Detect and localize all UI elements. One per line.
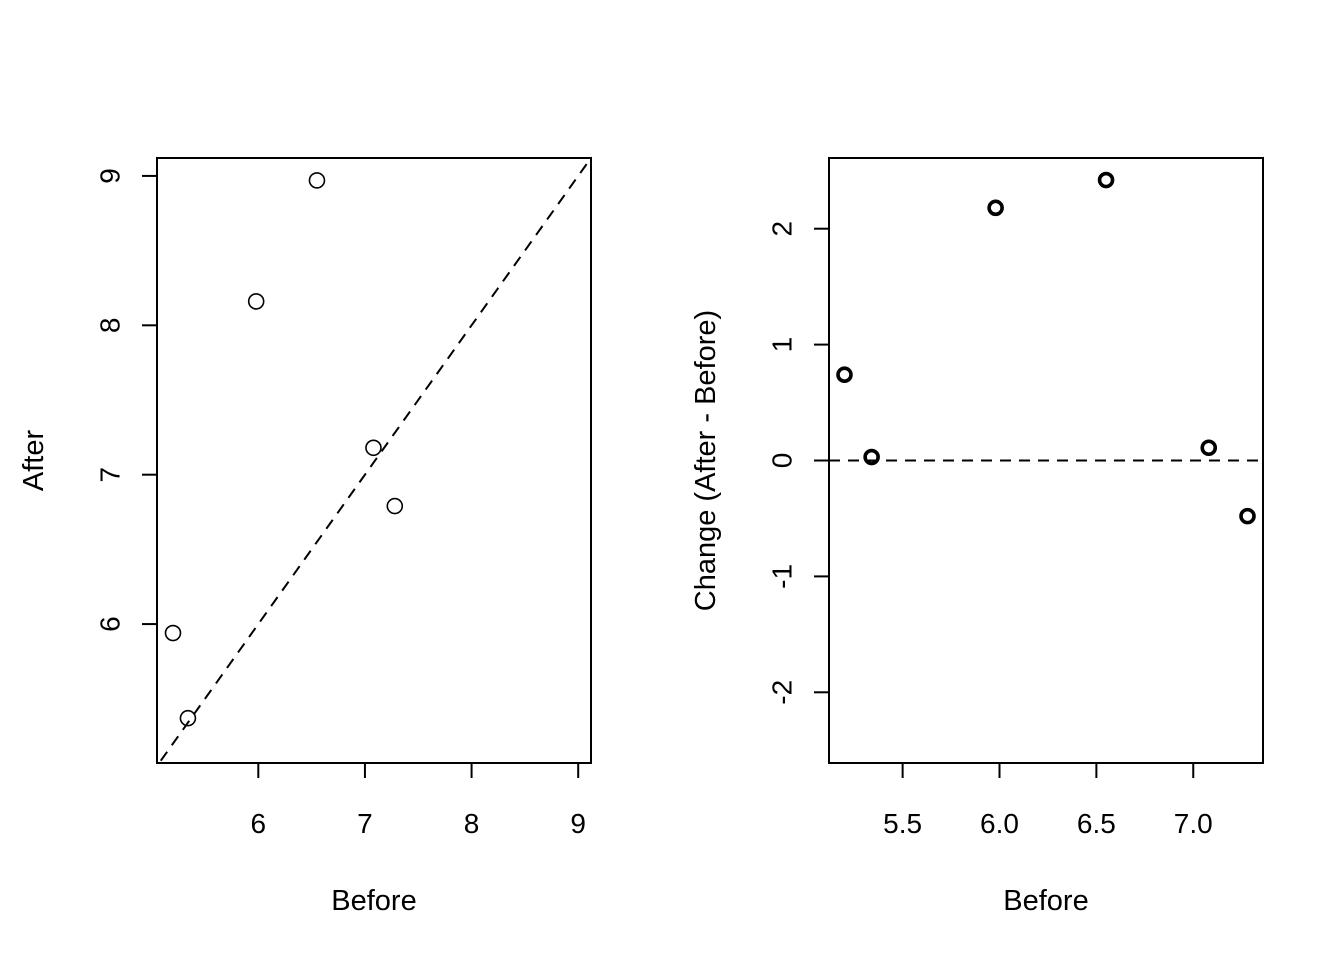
y-tick-label: 6 <box>95 616 126 632</box>
y-tick-label: 8 <box>95 318 126 334</box>
y-tick-label: -1 <box>767 564 798 589</box>
x-axis-title: Before <box>331 885 416 917</box>
data-point <box>1200 439 1218 457</box>
scatter-panel-after-vs-before: 6 7 8 9 6 7 8 9 Before After <box>18 157 592 917</box>
data-point <box>179 709 197 727</box>
data-point <box>247 293 265 310</box>
y-tick-label: 2 <box>767 221 798 237</box>
x-tick-label: 9 <box>570 808 586 839</box>
x-axis-title: Before <box>1003 885 1088 917</box>
x-tick-label: 6 <box>251 808 267 839</box>
y-axis-title: Change (After - Before) <box>690 310 722 611</box>
identity-reference-line <box>157 158 591 763</box>
y-axis-title: After <box>18 430 50 492</box>
data-point <box>1097 171 1115 189</box>
x-tick-label: 7.0 <box>1174 808 1213 839</box>
data-point <box>863 448 880 466</box>
x-tick-label: 5.5 <box>883 808 922 839</box>
y-tick-label: 7 <box>95 467 126 483</box>
y-tick-label: -2 <box>767 680 798 705</box>
data-point <box>1239 507 1256 525</box>
data-point <box>987 199 1004 217</box>
x-tick-label: 7 <box>357 808 373 839</box>
data-point <box>164 624 182 642</box>
y-tick-label: 0 <box>767 453 798 469</box>
data-point <box>308 172 326 189</box>
x-tick-label: 6.0 <box>980 808 1019 839</box>
scatter-panel-change-vs-before: 5.5 6.0 6.5 7.0 -2 -1 0 1 2 Before Change (After -… <box>690 157 1264 917</box>
y-tick-label: 1 <box>767 337 798 353</box>
data-point <box>386 497 404 515</box>
data-point <box>836 366 853 384</box>
data-point <box>365 439 382 457</box>
x-tick-label: 6.5 <box>1077 808 1116 839</box>
y-tick-label: 9 <box>95 168 126 184</box>
x-tick-label: 8 <box>464 808 480 839</box>
